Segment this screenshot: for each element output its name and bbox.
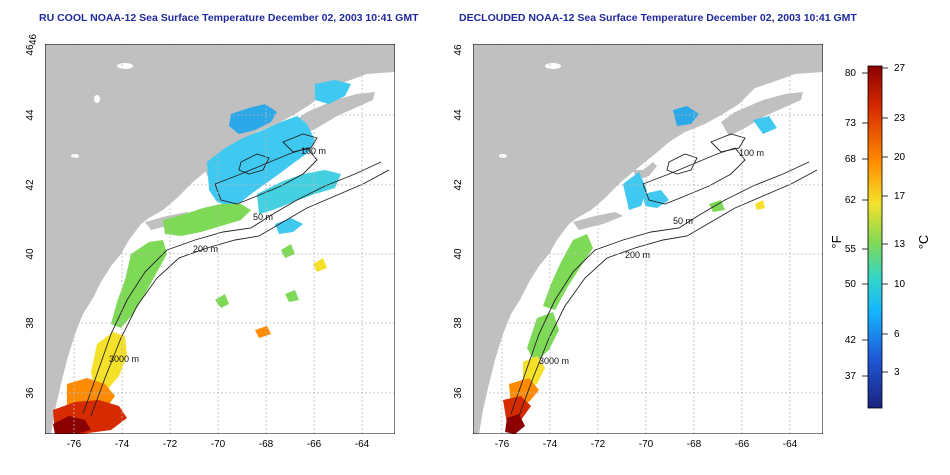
colorbar-tick-marks xyxy=(862,67,888,377)
f-tick: 62 xyxy=(845,195,857,206)
lon-tick: -72 xyxy=(591,439,606,450)
colorbar-gradient xyxy=(867,65,883,409)
f-tick: 42 xyxy=(845,335,857,346)
lon-tick: -68 xyxy=(687,439,702,450)
right-map-canvas: 200 m 100 m 50 m 3000 m xyxy=(472,43,824,435)
lon-tick: -74 xyxy=(115,439,130,450)
lake xyxy=(545,63,561,69)
bathymetry-contours xyxy=(82,133,390,417)
left-map-title: RU COOL NOAA-12 Sea Surface Temperature … xyxy=(39,12,419,24)
f-tick: 68 xyxy=(845,154,857,165)
right-map-title: DECLOUDED NOAA-12 Sea Surface Temperatur… xyxy=(459,12,857,24)
lat-tick: 38 xyxy=(453,317,464,329)
c-tick: 6 xyxy=(894,329,900,340)
lat-tick: 46 xyxy=(28,33,39,45)
lon-tick: -68 xyxy=(259,439,274,450)
lat-tick: 44 xyxy=(25,109,36,121)
f-tick: 37 xyxy=(845,371,857,382)
f-tick: 80 xyxy=(845,68,857,79)
lake xyxy=(117,63,133,69)
lat-tick: 40 xyxy=(453,248,464,260)
contour-label-200: 200 m xyxy=(625,250,650,260)
lat-tick: 42 xyxy=(453,179,464,191)
c-tick: 10 xyxy=(894,279,906,290)
graticule xyxy=(473,44,823,434)
lon-tick: -70 xyxy=(639,439,654,450)
contour-label-200: 200 m xyxy=(193,244,218,254)
lat-tick: 42 xyxy=(25,179,36,191)
lat-tick: 40 xyxy=(25,248,36,260)
lon-tick: -70 xyxy=(211,439,226,450)
unit-fahrenheit-label: °F xyxy=(832,235,844,248)
land-mass xyxy=(473,44,823,434)
lat-tick: 44 xyxy=(453,109,464,121)
contour-label-50: 50 m xyxy=(253,212,273,222)
colorbar: 80 73 68 62 55 50 42 37 27 23 20 17 13 1… xyxy=(832,63,931,409)
right-sst-map: 200 m 100 m 50 m 3000 m xyxy=(472,43,824,439)
lake xyxy=(71,154,79,158)
lon-tick: -72 xyxy=(163,439,178,450)
left-lon-ticks: -76 -74 -72 -70 -68 -66 -64 xyxy=(67,439,370,450)
lon-tick: -76 xyxy=(67,439,82,450)
nova-scotia xyxy=(721,92,803,136)
lon-tick: -64 xyxy=(783,439,798,450)
colorbar-f-ticks: 80 73 68 62 55 50 42 37 xyxy=(845,68,857,382)
c-tick: 17 xyxy=(894,191,906,202)
f-tick: 55 xyxy=(845,244,857,255)
lake xyxy=(499,154,507,158)
land-mass xyxy=(45,44,395,434)
contour-label-100: 100 m xyxy=(739,148,764,158)
lat-tick: 36 xyxy=(453,387,464,399)
graticule xyxy=(45,44,395,434)
lon-tick: -66 xyxy=(735,439,750,450)
contour-label-3000: 3000 m xyxy=(109,354,139,364)
contour-label-100: 100 m xyxy=(301,146,326,156)
contour-labels: 200 m 100 m 50 m 3000 m xyxy=(539,148,764,366)
c-tick: 3 xyxy=(894,367,900,378)
unit-celsius-label: °C xyxy=(916,235,931,250)
c-tick: 20 xyxy=(894,152,906,163)
right-lat-ticks: 36 38 40 42 44 46 xyxy=(453,44,464,399)
bathymetry-contours xyxy=(510,133,818,417)
sst-data-layer xyxy=(53,80,351,434)
lon-tick: -64 xyxy=(355,439,370,450)
lat-tick: 36 xyxy=(25,387,36,399)
colorbar-c-ticks: 27 23 20 17 13 10 6 3 xyxy=(894,63,906,378)
lon-tick: -74 xyxy=(543,439,558,450)
lat-tick: 46 xyxy=(25,44,36,56)
left-lat-ticks: 36 38 40 42 44 46 xyxy=(25,44,36,399)
right-lon-ticks: -76 -74 -72 -70 -68 -66 -64 xyxy=(495,439,798,450)
left-map-canvas: 200 m 100 m 50 m 3000 m xyxy=(44,43,396,435)
f-tick: 50 xyxy=(845,279,857,290)
lat-tick: 46 xyxy=(453,44,464,56)
contour-labels: 200 m 100 m 50 m 3000 m xyxy=(109,146,326,364)
c-tick: 23 xyxy=(894,113,906,124)
lon-tick: -66 xyxy=(307,439,322,450)
c-tick: 13 xyxy=(894,239,906,250)
f-tick: 73 xyxy=(845,118,857,129)
lat-tick: 38 xyxy=(25,317,36,329)
nova-scotia xyxy=(293,92,375,136)
contour-label-50: 50 m xyxy=(673,216,693,226)
left-sst-map: 200 m 100 m 50 m 3000 m xyxy=(44,43,396,439)
c-tick: 27 xyxy=(894,63,906,74)
contour-label-3000: 3000 m xyxy=(539,356,569,366)
lon-tick: -76 xyxy=(495,439,510,450)
lake xyxy=(94,95,100,103)
